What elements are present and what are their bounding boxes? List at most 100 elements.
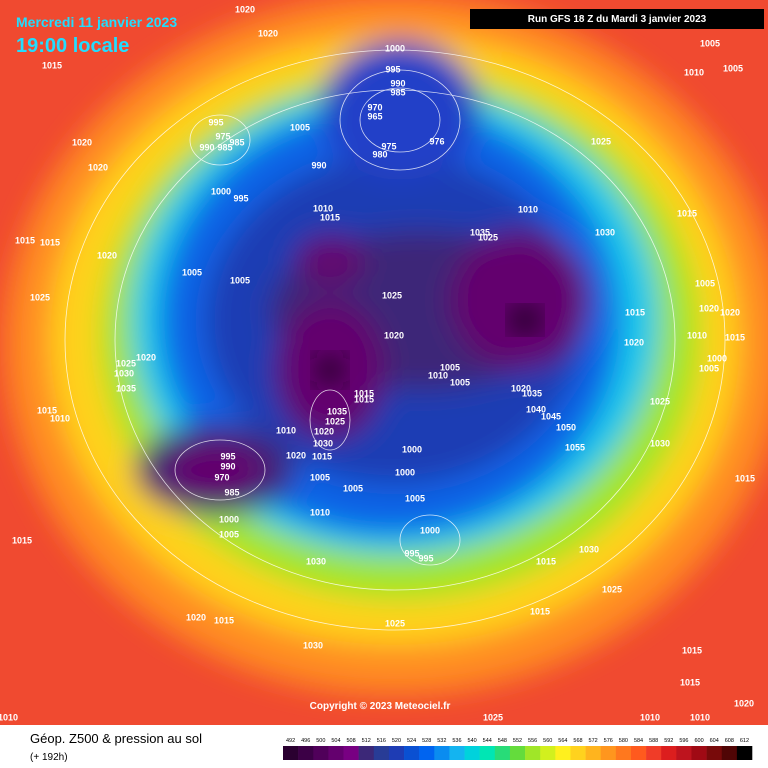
pressure-label: 1010 <box>518 204 538 214</box>
legend-value: 596 <box>679 738 688 744</box>
pressure-label: 995 <box>404 548 419 558</box>
pressure-label: 1005 <box>695 278 715 288</box>
legend-value: 496 <box>301 738 310 744</box>
legend-swatch <box>691 746 707 760</box>
pressure-label: 975 <box>381 141 396 151</box>
legend-value: 512 <box>362 738 371 744</box>
pressure-label: 1010 <box>0 712 18 722</box>
pressure-label: 1015 <box>354 388 374 398</box>
legend-value: 580 <box>619 738 628 744</box>
pressure-label: 1000 <box>707 353 727 363</box>
legend-value: 556 <box>528 738 537 744</box>
pressure-label: 1025 <box>483 712 503 722</box>
pressure-labels: 1020102010151000995990985970965975980976… <box>0 4 755 722</box>
pressure-label: 1010 <box>276 425 296 435</box>
legend-swatch <box>676 746 692 760</box>
pressure-label: 1020 <box>314 426 334 436</box>
pressure-label: 1020 <box>136 352 156 362</box>
pressure-label: 1035 <box>327 406 347 416</box>
pressure-label: 1005 <box>440 362 460 372</box>
pressure-label: 1020 <box>511 383 531 393</box>
footer-subtitle: (+ 192h) <box>30 752 68 763</box>
legend-swatch <box>525 746 541 760</box>
pressure-label: 1020 <box>734 698 754 708</box>
pressure-label: 1015 <box>42 60 62 70</box>
legend-value: 528 <box>422 738 431 744</box>
pressure-label: 995 <box>233 193 248 203</box>
pressure-label: 1020 <box>624 337 644 347</box>
pressure-label: 1000 <box>219 514 239 524</box>
pressure-label: 1030 <box>303 640 323 650</box>
pressure-label: 1035 <box>522 388 542 398</box>
pressure-label: 975 <box>215 131 230 141</box>
legend-value: 504 <box>331 738 340 744</box>
legend-value: 560 <box>543 738 552 744</box>
pressure-label: 1015 <box>536 556 556 566</box>
pressure-label: 980 <box>372 149 387 159</box>
legend-swatch <box>661 746 677 760</box>
pressure-label: 1025 <box>382 290 402 300</box>
legend-value: 508 <box>346 738 355 744</box>
pressure-label: 1000 <box>211 186 231 196</box>
pressure-label: 1010 <box>310 507 330 517</box>
pressure-label: 1025 <box>478 232 498 242</box>
legend-value: 588 <box>649 738 658 744</box>
legend-swatch <box>494 746 511 760</box>
pressure-label: 976 <box>429 136 444 146</box>
pressure-label: 1035 <box>116 383 136 393</box>
pressure-label: 1015 <box>625 307 645 317</box>
pressure-label: 1020 <box>72 137 92 147</box>
legend-swatch <box>540 746 556 760</box>
legend-value: 520 <box>392 738 401 744</box>
pressure-label: 1010 <box>687 330 707 340</box>
footer-title: Géop. Z500 & pression au sol <box>30 731 202 746</box>
legend-value: 552 <box>513 738 522 744</box>
pressure-label: 1025 <box>30 292 50 302</box>
legend-value: 500 <box>316 738 325 744</box>
pressure-label: 970 <box>367 102 382 112</box>
pressure-label: 1015 <box>37 405 57 415</box>
pressure-label: 1040 <box>526 404 546 414</box>
pressure-label: 1045 <box>541 411 561 421</box>
legend-swatch <box>570 746 586 760</box>
legend-value: 604 <box>710 738 719 744</box>
pressure-label: 1005 <box>310 472 330 482</box>
legend-value: 584 <box>634 738 643 744</box>
pressure-label: 990 <box>390 78 405 88</box>
pressure-label: 985 <box>217 142 232 152</box>
pressure-label: 1025 <box>591 136 611 146</box>
pressure-label: 995 <box>208 117 223 127</box>
pressure-label: 1010 <box>690 712 710 722</box>
legend-value: 576 <box>604 738 613 744</box>
pressure-label: 1010 <box>50 413 70 423</box>
pressure-label: 1025 <box>385 618 405 628</box>
legend-swatch <box>283 746 299 760</box>
legend-swatch <box>479 746 496 760</box>
pressure-label: 1030 <box>595 227 615 237</box>
legend-swatch <box>721 746 738 760</box>
pressure-label: 1035 <box>470 227 490 237</box>
legend-value: 600 <box>694 738 703 744</box>
pressure-label: 1015 <box>530 606 550 616</box>
legend-swatch <box>630 746 647 760</box>
pressure-label: 1005 <box>450 377 470 387</box>
legend-value: 608 <box>725 738 734 744</box>
pressure-label: 1005 <box>290 122 310 132</box>
pressure-label: 995 <box>220 451 235 461</box>
legend-swatch <box>388 746 405 760</box>
legend-value: 524 <box>407 738 416 744</box>
legend-value: 548 <box>498 738 507 744</box>
pressure-label: 995 <box>385 64 400 74</box>
legend-value: 536 <box>452 738 461 744</box>
legend-swatch <box>328 746 344 760</box>
legend-swatch <box>358 746 375 760</box>
pressure-label: 995 <box>418 553 433 563</box>
pressure-label: 1015 <box>40 237 60 247</box>
pressure-label: 1020 <box>286 450 306 460</box>
pressure-label: 1025 <box>602 584 622 594</box>
pressure-label: 1020 <box>235 4 255 14</box>
pressure-label: 1055 <box>565 442 585 452</box>
pressure-label: 1050 <box>556 422 576 432</box>
pressure-label: 1015 <box>680 677 700 687</box>
pressure-label: 1015 <box>354 394 374 404</box>
